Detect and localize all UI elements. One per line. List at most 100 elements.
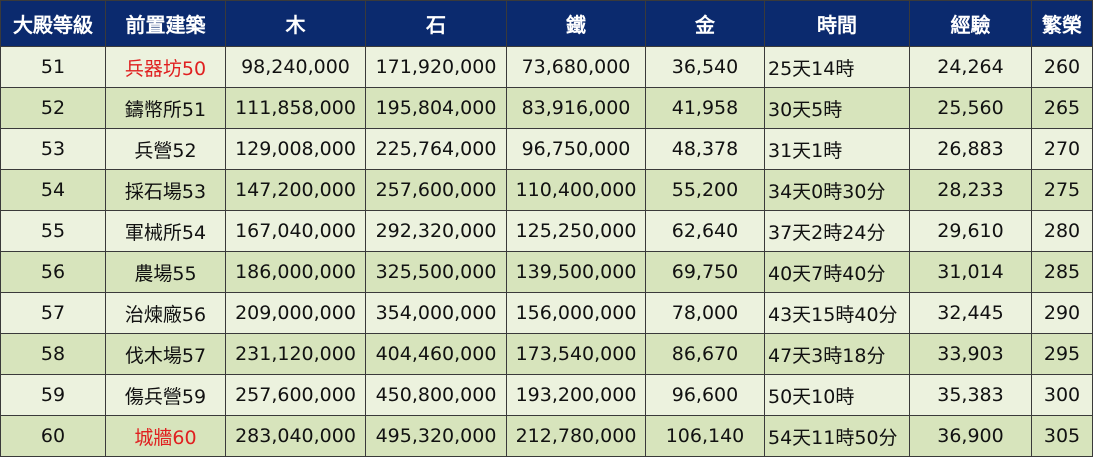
- header-gold: 金: [645, 0, 765, 47]
- cell-gold: 62,640: [645, 210, 765, 252]
- cell-stone: 257,600,000: [365, 169, 507, 211]
- table-row: 55 軍械所54 167,040,000 292,320,000 125,250…: [0, 210, 1093, 252]
- cell-prosperity: 290: [1031, 292, 1093, 334]
- cell-prosperity: 295: [1031, 333, 1093, 375]
- cell-prosperity: 300: [1031, 374, 1093, 416]
- cell-building: 軍械所54: [105, 210, 226, 252]
- cell-prosperity: 275: [1031, 169, 1093, 211]
- cell-gold: 48,378: [645, 128, 765, 170]
- cell-time: 37天2時24分: [764, 210, 910, 252]
- cell-iron: 193,200,000: [506, 374, 646, 416]
- header-level: 大殿等級: [0, 0, 106, 47]
- table-row: 52 鑄幣所51 111,858,000 195,804,000 83,916,…: [0, 87, 1093, 129]
- cell-building: 城牆60: [105, 415, 226, 457]
- cell-level: 51: [0, 46, 106, 88]
- cell-iron: 110,400,000: [506, 169, 646, 211]
- cell-prosperity: 280: [1031, 210, 1093, 252]
- header-prosperity: 繁榮: [1031, 0, 1093, 47]
- header-iron: 鐵: [506, 0, 646, 47]
- cell-gold: 36,540: [645, 46, 765, 88]
- cell-stone: 450,800,000: [365, 374, 507, 416]
- cell-gold: 55,200: [645, 169, 765, 211]
- cell-level: 58: [0, 333, 106, 375]
- cell-level: 54: [0, 169, 106, 211]
- cell-wood: 111,858,000: [225, 87, 366, 129]
- cell-exp: 28,233: [909, 169, 1032, 211]
- cell-prosperity: 305: [1031, 415, 1093, 457]
- table-row: 53 兵營52 129,008,000 225,764,000 96,750,0…: [0, 128, 1093, 170]
- header-wood: 木: [225, 0, 366, 47]
- cell-time: 47天3時18分: [764, 333, 910, 375]
- cell-building: 農場55: [105, 251, 226, 293]
- cell-building: 鑄幣所51: [105, 87, 226, 129]
- table-row: 56 農場55 186,000,000 325,500,000 139,500,…: [0, 251, 1093, 293]
- cell-stone: 325,500,000: [365, 251, 507, 293]
- cell-building: 治煉廠56: [105, 292, 226, 334]
- cell-exp: 36,900: [909, 415, 1032, 457]
- cell-wood: 209,000,000: [225, 292, 366, 334]
- cell-building: 採石場53: [105, 169, 226, 211]
- cell-exp: 33,903: [909, 333, 1032, 375]
- cell-exp: 24,264: [909, 46, 1032, 88]
- cell-iron: 156,000,000: [506, 292, 646, 334]
- cell-time: 34天0時30分: [764, 169, 910, 211]
- cell-wood: 231,120,000: [225, 333, 366, 375]
- cell-prosperity: 260: [1031, 46, 1093, 88]
- cell-iron: 212,780,000: [506, 415, 646, 457]
- cell-level: 56: [0, 251, 106, 293]
- cell-exp: 32,445: [909, 292, 1032, 334]
- cell-building: 兵器坊50: [105, 46, 226, 88]
- cell-prosperity: 265: [1031, 87, 1093, 129]
- cell-time: 50天10時: [764, 374, 910, 416]
- cell-time: 43天15時40分: [764, 292, 910, 334]
- cell-gold: 69,750: [645, 251, 765, 293]
- cell-gold: 86,670: [645, 333, 765, 375]
- cell-level: 53: [0, 128, 106, 170]
- cell-building: 兵營52: [105, 128, 226, 170]
- cell-wood: 186,000,000: [225, 251, 366, 293]
- cell-stone: 495,320,000: [365, 415, 507, 457]
- header-row: 大殿等級 前置建築 木 石 鐵 金 時間 經驗 繁榮: [0, 0, 1093, 47]
- cell-level: 57: [0, 292, 106, 334]
- cell-iron: 173,540,000: [506, 333, 646, 375]
- table-row: 60 城牆60 283,040,000 495,320,000 212,780,…: [0, 415, 1093, 457]
- cell-prosperity: 285: [1031, 251, 1093, 293]
- cell-time: 31天1時: [764, 128, 910, 170]
- cell-stone: 195,804,000: [365, 87, 507, 129]
- cell-exp: 25,560: [909, 87, 1032, 129]
- table-row: 59 傷兵營59 257,600,000 450,800,000 193,200…: [0, 374, 1093, 416]
- table-row: 57 治煉廠56 209,000,000 354,000,000 156,000…: [0, 292, 1093, 334]
- cell-iron: 73,680,000: [506, 46, 646, 88]
- cell-wood: 98,240,000: [225, 46, 366, 88]
- cell-time: 25天14時: [764, 46, 910, 88]
- cell-wood: 283,040,000: [225, 415, 366, 457]
- cell-gold: 41,958: [645, 87, 765, 129]
- cell-wood: 147,200,000: [225, 169, 366, 211]
- header-time: 時間: [764, 0, 910, 47]
- header-stone: 石: [365, 0, 507, 47]
- cell-gold: 96,600: [645, 374, 765, 416]
- cell-wood: 129,008,000: [225, 128, 366, 170]
- cell-stone: 171,920,000: [365, 46, 507, 88]
- cell-gold: 106,140: [645, 415, 765, 457]
- cell-time: 30天5時: [764, 87, 910, 129]
- cell-level: 60: [0, 415, 106, 457]
- cell-exp: 31,014: [909, 251, 1032, 293]
- table-row: 51 兵器坊50 98,240,000 171,920,000 73,680,0…: [0, 46, 1093, 88]
- cell-stone: 404,460,000: [365, 333, 507, 375]
- cell-time: 54天11時50分: [764, 415, 910, 457]
- table-row: 58 伐木場57 231,120,000 404,460,000 173,540…: [0, 333, 1093, 375]
- cell-exp: 26,883: [909, 128, 1032, 170]
- cell-wood: 167,040,000: [225, 210, 366, 252]
- cell-stone: 225,764,000: [365, 128, 507, 170]
- cell-iron: 139,500,000: [506, 251, 646, 293]
- cell-level: 59: [0, 374, 106, 416]
- cell-level: 52: [0, 87, 106, 129]
- cell-iron: 96,750,000: [506, 128, 646, 170]
- cell-building: 傷兵營59: [105, 374, 226, 416]
- cell-time: 40天7時40分: [764, 251, 910, 293]
- cell-stone: 354,000,000: [365, 292, 507, 334]
- cell-iron: 125,250,000: [506, 210, 646, 252]
- cell-prosperity: 270: [1031, 128, 1093, 170]
